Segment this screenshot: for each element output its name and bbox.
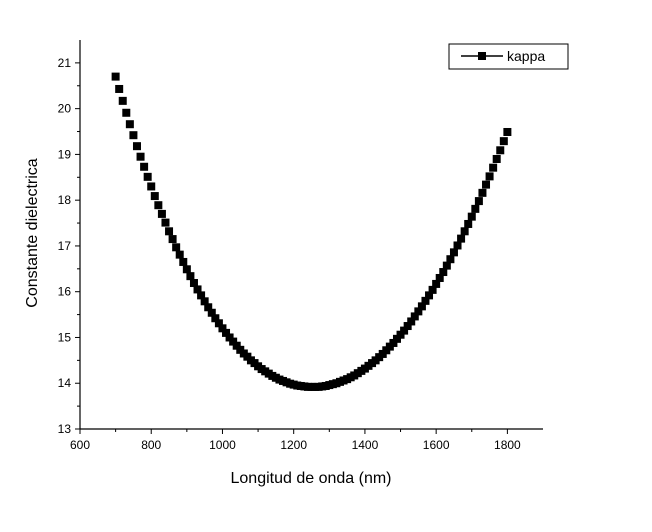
data-point <box>485 172 494 181</box>
data-point <box>111 72 120 81</box>
data-point <box>193 285 202 294</box>
data-point <box>232 341 241 350</box>
data-point <box>428 285 437 294</box>
data-point <box>154 201 163 210</box>
data-point <box>403 322 412 331</box>
y-tick-label: 13 <box>58 422 72 436</box>
x-tick-label: 1800 <box>494 438 521 452</box>
data-point <box>200 297 209 306</box>
data-point <box>172 243 181 252</box>
data-point <box>175 250 184 259</box>
data-point <box>207 308 216 317</box>
data-point <box>474 197 483 206</box>
data-point <box>414 307 423 316</box>
data-point <box>125 120 134 129</box>
data-point <box>115 84 124 93</box>
data-point <box>492 154 501 163</box>
data-point <box>129 131 138 140</box>
x-tick-label: 1000 <box>209 438 236 452</box>
data-point <box>449 248 458 257</box>
data-point <box>211 314 220 323</box>
data-point <box>460 227 469 236</box>
data-point <box>482 180 491 189</box>
data-point <box>132 142 141 151</box>
data-points <box>111 72 512 391</box>
data-point <box>229 337 238 346</box>
data-point <box>179 257 188 266</box>
x-tick-label: 600 <box>70 438 90 452</box>
legend-label: kappa <box>507 48 545 64</box>
data-point <box>150 192 159 201</box>
data-point <box>453 241 462 250</box>
data-point <box>214 319 223 328</box>
data-point <box>143 172 152 181</box>
legend-marker <box>478 52 486 60</box>
x-tick-label: 800 <box>141 438 161 452</box>
data-point <box>122 108 131 117</box>
data-point <box>204 303 213 312</box>
data-point <box>471 204 480 213</box>
data-point <box>165 227 174 236</box>
x-tick-label: 1200 <box>280 438 307 452</box>
data-point <box>435 273 444 282</box>
data-point <box>432 279 441 288</box>
data-point <box>189 279 198 288</box>
axes <box>79 40 543 430</box>
data-point <box>496 146 505 155</box>
y-tick-label: 16 <box>58 285 72 299</box>
data-point <box>157 209 166 218</box>
data-point <box>439 268 448 277</box>
data-point <box>400 326 409 335</box>
data-point <box>417 302 426 311</box>
data-point <box>457 234 466 243</box>
data-point <box>499 137 508 146</box>
data-point <box>186 272 195 281</box>
data-point <box>182 265 191 274</box>
data-point <box>478 188 487 197</box>
data-point <box>421 296 430 305</box>
x-tick-label: 1600 <box>423 438 450 452</box>
y-tick-label: 21 <box>58 56 72 70</box>
y-tick-label: 17 <box>58 239 72 253</box>
y-axis-label: Constante dielectrica <box>24 158 41 308</box>
x-tick-label: 1400 <box>352 438 379 452</box>
data-point <box>407 317 416 326</box>
data-point <box>225 333 234 342</box>
data-point <box>140 162 149 171</box>
y-tick-label: 15 <box>58 330 72 344</box>
data-point <box>410 312 419 321</box>
data-point <box>147 182 156 191</box>
data-point <box>168 235 177 244</box>
data-point <box>446 255 455 264</box>
data-point <box>118 96 127 105</box>
legend: kappa <box>448 43 569 70</box>
x-ticks: 600 800 1000 1200 1400 1600 1800 <box>70 429 521 452</box>
data-point <box>392 334 401 343</box>
data-point <box>136 152 145 161</box>
data-point <box>467 212 476 221</box>
y-ticks: 13 14 15 16 17 18 19 20 21 <box>58 56 80 436</box>
data-point <box>425 291 434 300</box>
data-point <box>503 127 512 136</box>
data-point <box>464 219 473 228</box>
data-point <box>197 291 206 300</box>
data-point <box>489 163 498 172</box>
y-tick-label: 14 <box>58 376 72 390</box>
y-tick-label: 19 <box>58 147 72 161</box>
data-point <box>222 328 231 337</box>
y-tick-label: 18 <box>58 193 72 207</box>
data-point <box>396 330 405 339</box>
x-axis-label: Longitud de onda (nm) <box>231 470 392 487</box>
data-point <box>161 218 170 227</box>
data-point <box>389 338 398 347</box>
data-point <box>442 261 451 270</box>
data-point <box>218 324 227 333</box>
y-tick-label: 20 <box>58 102 72 116</box>
